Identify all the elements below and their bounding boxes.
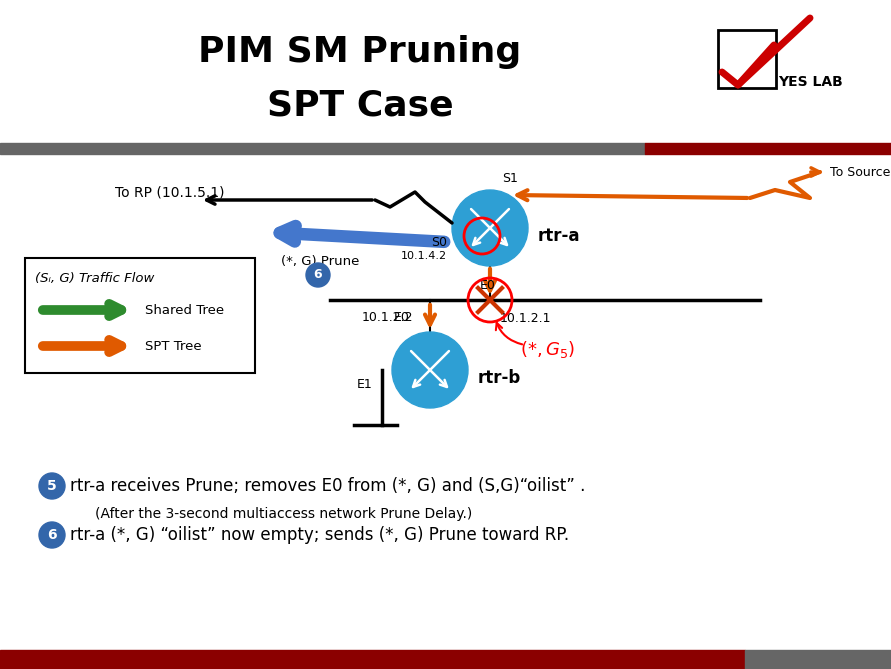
- Bar: [645, 143, 891, 154]
- Text: PIM SM Pruning: PIM SM Pruning: [199, 35, 521, 69]
- Text: E0: E0: [480, 279, 496, 292]
- Text: YES LAB: YES LAB: [778, 75, 843, 89]
- Text: 6: 6: [47, 528, 57, 542]
- Circle shape: [452, 190, 528, 266]
- Text: 10.1.2.1: 10.1.2.1: [500, 312, 552, 325]
- Text: 5: 5: [47, 479, 57, 493]
- Text: rtr-a: rtr-a: [538, 227, 581, 245]
- Bar: [745, 650, 891, 669]
- Text: rtr-b: rtr-b: [478, 369, 521, 387]
- Bar: [0, 143, 645, 154]
- Text: S0: S0: [431, 237, 447, 250]
- Bar: [0, 650, 745, 669]
- Bar: [718, 30, 776, 88]
- Circle shape: [392, 332, 468, 408]
- Text: SPT Tree: SPT Tree: [145, 339, 201, 353]
- Text: To Source “Sᵢ”: To Source “Sᵢ”: [830, 165, 891, 179]
- Bar: [25, 258, 255, 373]
- Text: E0: E0: [394, 311, 410, 324]
- Text: rtr-a receives Prune; removes E0 from (*, G) and (S,G)“oilist” .: rtr-a receives Prune; removes E0 from (*…: [70, 477, 585, 495]
- Circle shape: [306, 263, 330, 287]
- Text: S1: S1: [502, 172, 518, 185]
- Text: (Sᵢ, G) Traffic Flow: (Sᵢ, G) Traffic Flow: [35, 272, 154, 285]
- Text: (*, G) Prune: (*, G) Prune: [281, 255, 359, 268]
- Circle shape: [39, 473, 65, 499]
- Circle shape: [39, 522, 65, 548]
- Text: E1: E1: [356, 379, 372, 391]
- Text: (After the 3-second multiaccess network Prune Delay.): (After the 3-second multiaccess network …: [95, 507, 472, 521]
- Text: 10.1.4.2: 10.1.4.2: [401, 251, 447, 261]
- Text: 6: 6: [314, 268, 323, 282]
- Text: $(*, G_5)$: $(*, G_5)$: [520, 339, 576, 360]
- Text: To RP (10.1.5.1): To RP (10.1.5.1): [115, 186, 225, 200]
- Text: rtr-a (*, G) “oilist” now empty; sends (*, G) Prune toward RP.: rtr-a (*, G) “oilist” now empty; sends (…: [70, 526, 569, 544]
- Text: Shared Tree: Shared Tree: [145, 304, 225, 316]
- Text: SPT Case: SPT Case: [266, 88, 454, 122]
- Text: 10.1.2.2: 10.1.2.2: [362, 311, 413, 324]
